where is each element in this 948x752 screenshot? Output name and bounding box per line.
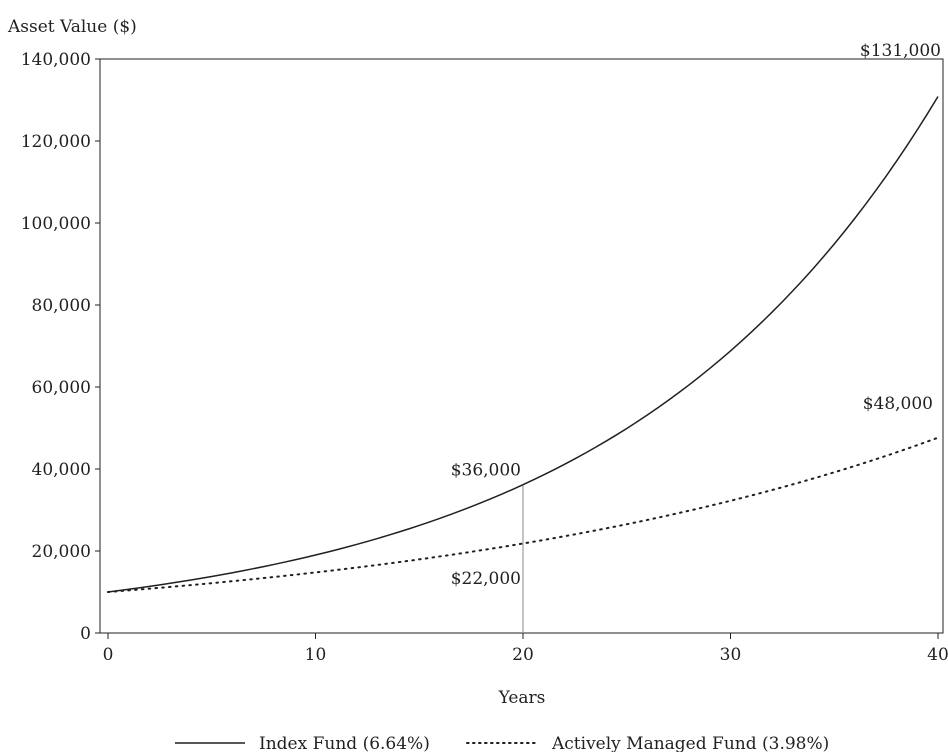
x-tick-label: 40 [927, 645, 948, 665]
y-tick-label: 120,000 [21, 132, 91, 152]
series-line-index-fund [107, 96, 939, 593]
y-axis: 0 20,000 40,000 60,000 80,000 100,000 120,000 1… [21, 50, 100, 644]
annotation-layer: $131,000 $48,000 $36,000 $22,000 [451, 41, 941, 589]
y-tick-label: 0 [80, 624, 91, 644]
end-value-actively-managed-fund: $48,000 [863, 394, 933, 414]
series-layer [107, 96, 939, 593]
x-axis-title: Years [498, 688, 546, 708]
year-20-value-index-fund: $36,000 [451, 460, 521, 480]
end-value-index-fund: $131,000 [860, 41, 941, 61]
x-axis: 0 10 20 30 40 [103, 633, 948, 665]
plot-area-frame [99, 58, 944, 634]
legend: Index Fund (6.64%) Actively Managed Fund… [175, 734, 829, 752]
x-tick-label: 30 [720, 645, 742, 665]
y-tick-label: 40,000 [32, 460, 91, 480]
y-tick-label: 100,000 [21, 214, 91, 234]
y-axis-title: Asset Value ($) [7, 17, 137, 37]
year-20-value-actively-managed-fund: $22,000 [451, 569, 521, 589]
x-tick-label: 0 [103, 645, 114, 665]
y-tick-label: 80,000 [32, 296, 91, 316]
x-tick-label: 10 [305, 645, 327, 665]
series-line-actively-managed-fund [107, 436, 939, 593]
y-tick-label: 60,000 [32, 378, 91, 398]
legend-label-actively-managed-fund: Actively Managed Fund (3.98%) [551, 734, 829, 752]
y-tick-label: 140,000 [21, 50, 91, 70]
x-tick-label: 20 [512, 645, 534, 665]
y-tick-label: 20,000 [32, 542, 91, 562]
legend-label-index-fund: Index Fund (6.64%) [259, 734, 430, 752]
